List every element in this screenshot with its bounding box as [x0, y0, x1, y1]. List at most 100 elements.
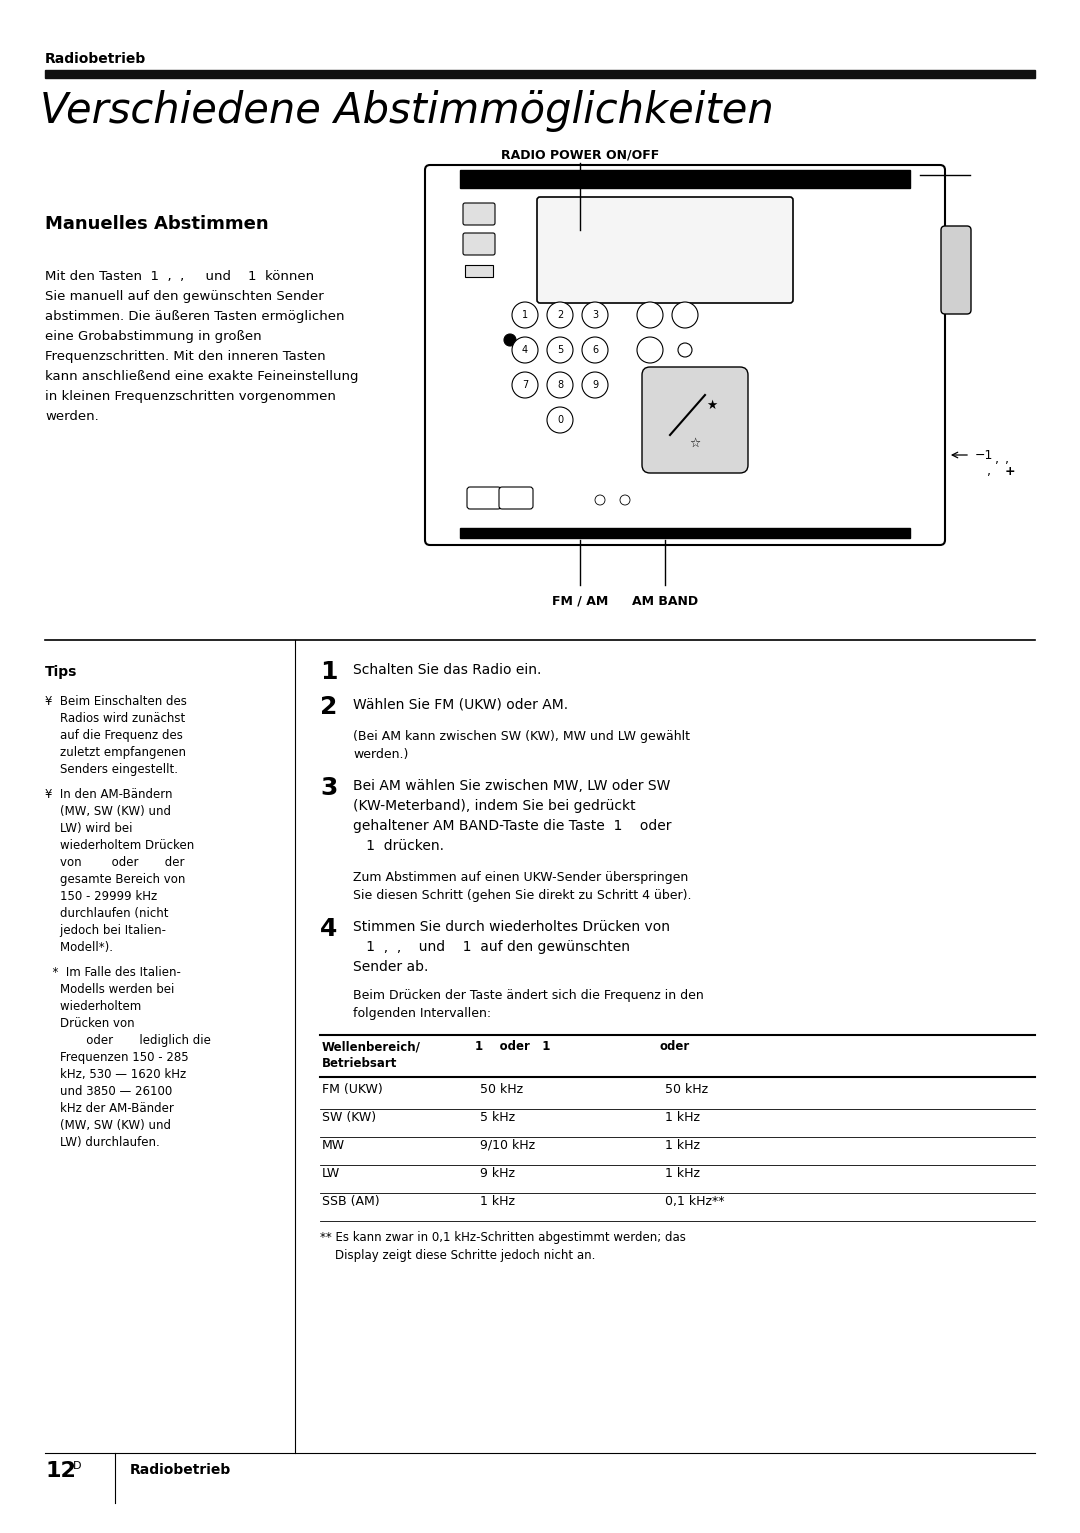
Text: 1 kHz: 1 kHz [665, 1139, 700, 1151]
Text: 8: 8 [557, 380, 563, 389]
Text: 9/10 kHz: 9/10 kHz [480, 1139, 535, 1151]
Text: Display zeigt diese Schritte jedoch nicht an.: Display zeigt diese Schritte jedoch nich… [320, 1249, 595, 1262]
Text: Senders eingestellt.: Senders eingestellt. [45, 763, 178, 776]
Circle shape [620, 495, 630, 504]
Text: kHz der AM-Bänder: kHz der AM-Bänder [45, 1102, 174, 1114]
Text: 0,1 kHz**: 0,1 kHz** [665, 1196, 725, 1208]
Text: 9 kHz: 9 kHz [480, 1167, 515, 1180]
Text: (MW, SW (KW) und: (MW, SW (KW) und [45, 1119, 171, 1131]
Text: 12: 12 [45, 1461, 76, 1481]
Bar [460, 170, 910, 189]
Circle shape [546, 406, 573, 432]
Text: AM BAND: AM BAND [632, 595, 698, 609]
Circle shape [546, 337, 573, 363]
Text: FM / AM: FM / AM [552, 595, 608, 609]
Text: ,: , [987, 464, 991, 478]
Text: Stimmen Sie durch wiederholtes Drücken von: Stimmen Sie durch wiederholtes Drücken v… [353, 920, 670, 934]
Text: (MW, SW (KW) und: (MW, SW (KW) und [45, 805, 171, 819]
Text: ★: ★ [706, 399, 717, 411]
Text: Sie manuell auf den gewünschten Sender: Sie manuell auf den gewünschten Sender [45, 290, 324, 304]
Text: 6: 6 [592, 345, 598, 356]
FancyBboxPatch shape [499, 487, 534, 509]
Text: +: + [1005, 464, 1015, 478]
Bar [465, 265, 492, 277]
Text: (KW-Meterband), indem Sie bei gedrückt: (KW-Meterband), indem Sie bei gedrückt [353, 799, 636, 812]
Text: 1 kHz: 1 kHz [480, 1196, 515, 1208]
Text: Sender ab.: Sender ab. [353, 960, 429, 973]
Text: 1 kHz: 1 kHz [665, 1111, 700, 1124]
Text: werden.): werden.) [353, 748, 408, 760]
Text: FM (UKW): FM (UKW) [322, 1082, 382, 1096]
Text: kHz, 530 — 1620 kHz: kHz, 530 — 1620 kHz [45, 1069, 186, 1081]
Text: LW) wird bei: LW) wird bei [45, 822, 133, 835]
Text: oder       lediglich die: oder lediglich die [45, 1033, 211, 1047]
Text: ¥  Beim Einschalten des: ¥ Beim Einschalten des [45, 694, 187, 708]
Text: Modell*).: Modell*). [45, 941, 113, 954]
Circle shape [546, 373, 573, 399]
Circle shape [672, 302, 698, 328]
Text: 5: 5 [557, 345, 563, 356]
Circle shape [512, 337, 538, 363]
Text: ,: , [1005, 452, 1009, 466]
Text: gesamte Bereich von: gesamte Bereich von [45, 872, 186, 886]
Circle shape [582, 373, 608, 399]
Text: zuletzt empfangenen: zuletzt empfangenen [45, 747, 186, 759]
Text: 0: 0 [557, 415, 563, 425]
Text: Verschiedene Abstimmöglichkeiten: Verschiedene Abstimmöglichkeiten [40, 90, 773, 132]
Text: ,: , [995, 452, 999, 466]
Text: durchlaufen (nicht: durchlaufen (nicht [45, 908, 168, 920]
Text: oder: oder [660, 1039, 690, 1053]
Text: 5 kHz: 5 kHz [480, 1111, 515, 1124]
Circle shape [512, 302, 538, 328]
Text: werden.: werden. [45, 409, 98, 423]
Text: Frequenzen 150 - 285: Frequenzen 150 - 285 [45, 1052, 189, 1064]
Text: Betriebsart: Betriebsart [322, 1056, 397, 1070]
Text: SW (KW): SW (KW) [322, 1111, 376, 1124]
Text: gehaltener AM BAND-Taste die Taste  1    oder: gehaltener AM BAND-Taste die Taste 1 ode… [353, 819, 672, 832]
FancyBboxPatch shape [941, 225, 971, 314]
Text: 1 kHz: 1 kHz [665, 1167, 700, 1180]
Text: von        oder       der: von oder der [45, 855, 185, 869]
Text: Mit den Tasten  1  ,  ,     und    1  können: Mit den Tasten 1 , , und 1 können [45, 270, 314, 284]
Text: 1: 1 [320, 661, 337, 684]
Text: Radiobetrieb: Radiobetrieb [130, 1462, 231, 1476]
Text: 3: 3 [320, 776, 337, 800]
FancyBboxPatch shape [642, 366, 748, 474]
Text: Bei AM wählen Sie zwischen MW, LW oder SW: Bei AM wählen Sie zwischen MW, LW oder S… [353, 779, 671, 793]
Text: MW: MW [322, 1139, 346, 1151]
Text: eine Grobabstimmung in großen: eine Grobabstimmung in großen [45, 330, 261, 343]
Text: abstimmen. Die äußeren Tasten ermöglichen: abstimmen. Die äußeren Tasten ermögliche… [45, 310, 345, 323]
Text: Radiobetrieb: Radiobetrieb [45, 52, 146, 66]
Text: RADIO POWER ON/OFF: RADIO POWER ON/OFF [501, 149, 659, 161]
Text: und 3850 — 26100: und 3850 — 26100 [45, 1085, 172, 1098]
Text: 7: 7 [522, 380, 528, 389]
Text: Modells werden bei: Modells werden bei [45, 983, 174, 996]
Text: −1: −1 [975, 449, 994, 461]
Text: auf die Frequenz des: auf die Frequenz des [45, 730, 183, 742]
Text: SSB (AM): SSB (AM) [322, 1196, 380, 1208]
Text: Beim Drücken der Taste ändert sich die Frequenz in den: Beim Drücken der Taste ändert sich die F… [353, 989, 704, 1003]
Text: 3: 3 [592, 310, 598, 320]
Text: Drücken von: Drücken von [45, 1016, 135, 1030]
Text: 1: 1 [522, 310, 528, 320]
Text: Zum Abstimmen auf einen UKW-Sender überspringen: Zum Abstimmen auf einen UKW-Sender übers… [353, 871, 688, 885]
Circle shape [504, 334, 516, 346]
Bar [45, 71, 1035, 78]
Circle shape [582, 337, 608, 363]
Circle shape [512, 373, 538, 399]
Text: LW: LW [322, 1167, 340, 1180]
FancyBboxPatch shape [537, 198, 793, 304]
Text: Frequenzschritten. Mit den inneren Tasten: Frequenzschritten. Mit den inneren Taste… [45, 350, 326, 363]
Text: Tips: Tips [45, 665, 78, 679]
Text: ☆: ☆ [689, 437, 701, 449]
FancyBboxPatch shape [463, 233, 495, 254]
Text: 1    oder   1: 1 oder 1 [475, 1039, 551, 1053]
Circle shape [582, 302, 608, 328]
Text: D: D [73, 1461, 81, 1472]
Text: 4: 4 [522, 345, 528, 356]
Text: ¥  In den AM-Bändern: ¥ In den AM-Bändern [45, 788, 173, 802]
Text: jedoch bei Italien-: jedoch bei Italien- [45, 924, 166, 937]
FancyBboxPatch shape [463, 202, 495, 225]
Text: 150 - 29999 kHz: 150 - 29999 kHz [45, 891, 158, 903]
Text: Schalten Sie das Radio ein.: Schalten Sie das Radio ein. [353, 662, 541, 678]
